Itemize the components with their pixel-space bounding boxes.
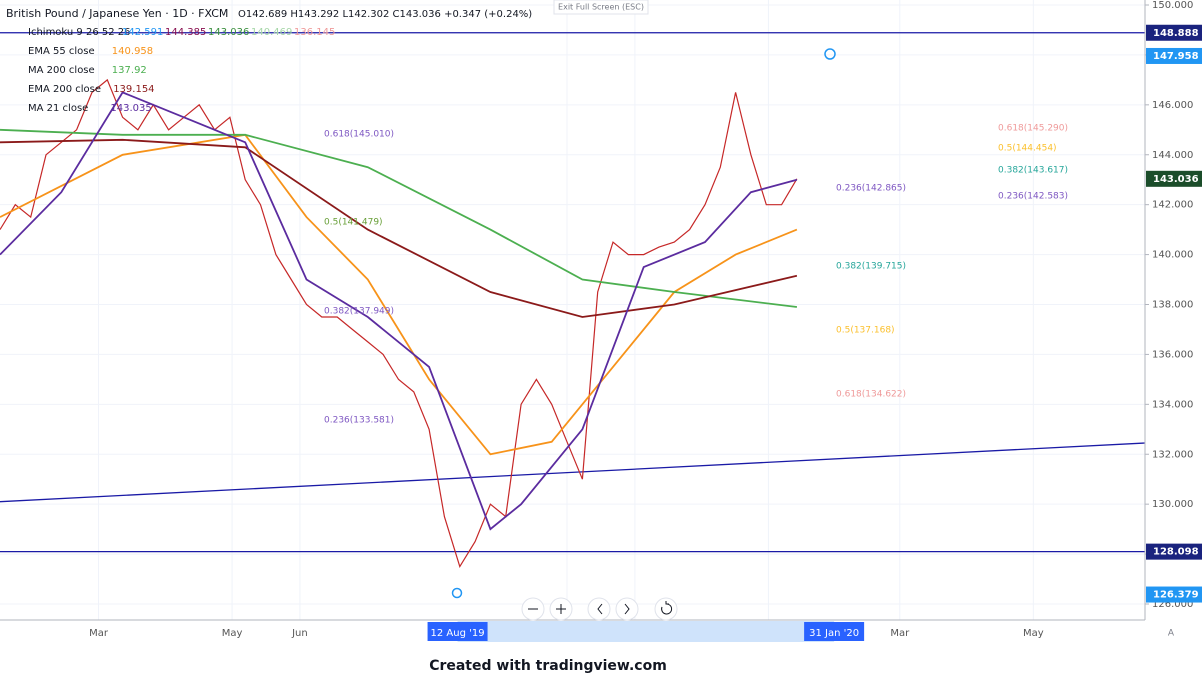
fib-label: 0.618(134.622) (836, 390, 906, 400)
exit-button[interactable] (553, 0, 649, 15)
scroll-right[interactable] (615, 597, 639, 621)
fib-label: 0.382(139.715) (836, 262, 906, 272)
legend-value: 143.035 (110, 103, 151, 114)
time-tag (427, 622, 488, 641)
x-tick-label: May (222, 628, 243, 639)
marker (451, 587, 463, 599)
icon (661, 601, 673, 615)
y-tick-label: 136.000 (1152, 349, 1193, 360)
toolbar (521, 597, 678, 621)
price-line (0, 78, 798, 569)
legend-value: 136.145 (294, 27, 335, 38)
y-tick-label: 146.000 (1152, 100, 1193, 111)
x-tick-label: Mar (890, 628, 910, 639)
legend-value: 144.385 (165, 27, 206, 38)
y-tick-label: 126.000 (1152, 599, 1193, 610)
scroll-left[interactable] (587, 597, 611, 621)
price-tag (1146, 47, 1202, 64)
legend-value: 142.591 (122, 27, 163, 38)
y-tick-label: 132.000 (1152, 449, 1193, 460)
price-tag-label: 126.379 (1153, 590, 1199, 601)
price-tag-label: 147.958 (1153, 51, 1199, 62)
y-tick-label: 138.000 (1152, 300, 1193, 311)
legend-value: 140.958 (112, 46, 153, 57)
icon (597, 603, 603, 615)
footer: Created with tradingview.com (429, 658, 667, 674)
price-tag (1146, 543, 1202, 560)
y-tick-label: 130.000 (1152, 499, 1193, 510)
trendline (0, 442, 1146, 503)
legend-name: MA 200 close (28, 65, 95, 76)
fib-label: 0.618(145.010) (324, 130, 394, 140)
fib-label: 0.618(145.290) (998, 124, 1068, 134)
legend-name: EMA 200 close (28, 84, 101, 95)
fib-label: 0.236(142.583) (998, 192, 1068, 202)
indicator-line (0, 128, 798, 308)
y-tick-label: 134.000 (1152, 399, 1193, 410)
time-range (457, 621, 835, 642)
y-tick-label: 144.000 (1152, 150, 1193, 161)
fib-label: 0.5(141.479) (324, 218, 383, 228)
x-tick-label: May (1023, 628, 1044, 639)
legend-value: 139.154 (113, 84, 154, 95)
fib-label: 0.382(143.617) (998, 166, 1068, 176)
symbol-title: British Pound / Japanese Yen · 1D · FXCM (6, 7, 228, 20)
y-tick-label: 140.000 (1152, 250, 1193, 261)
y-tick-label: 150.000 (1152, 0, 1193, 11)
price-tag (1146, 170, 1202, 187)
reset[interactable] (654, 597, 678, 621)
y-tick-label: 142.000 (1152, 200, 1193, 211)
time-tag (804, 622, 865, 641)
marker (824, 48, 836, 60)
fib-label: 0.236(133.581) (324, 416, 394, 426)
icon (624, 603, 630, 615)
fib-label: 0.236(142.865) (836, 184, 906, 194)
indicator-line (0, 91, 798, 531)
x-tick-label: Jun (291, 628, 308, 639)
indicator-line (0, 133, 798, 456)
fib-label: 0.5(137.168) (836, 326, 895, 336)
legend-value: 137.92 (112, 65, 147, 76)
time-tag-label: 31 Jan '20 (809, 628, 859, 639)
indicator-line (0, 138, 798, 318)
ichimoku-name: Ichimoku 9 26 52 26 (28, 27, 131, 38)
time-tag-label: 12 Aug '19 (431, 628, 485, 639)
plot: 0.618(145.010) 0.5(141.479) 0.382(137.949)… (0, 32, 1146, 569)
fib-label: 0.5(144.454) (998, 144, 1057, 154)
x-tick-label: Mar (89, 628, 109, 639)
legend-value: 140.469 (251, 27, 292, 38)
exit-text[interactable]: Exit Full Screen (ESC) (558, 3, 644, 12)
legend-name: EMA 55 close (28, 46, 95, 57)
icon (556, 604, 566, 614)
price-tag-label: 128.098 (1153, 547, 1199, 558)
price-tag (1146, 586, 1202, 603)
auto-scale[interactable]: A (1168, 629, 1175, 639)
ohlc: O142.689 H143.292 L142.302 C143.036 +0.3… (238, 9, 532, 20)
price-tag-label: 143.036 (1153, 174, 1199, 185)
legend-name: MA 21 close (28, 103, 88, 114)
price-tag-label: 148.888 (1153, 28, 1199, 39)
fib-label: 0.382(137.949) (324, 307, 394, 317)
price-tag (1146, 24, 1202, 41)
legend-value: 143.036 (208, 27, 249, 38)
